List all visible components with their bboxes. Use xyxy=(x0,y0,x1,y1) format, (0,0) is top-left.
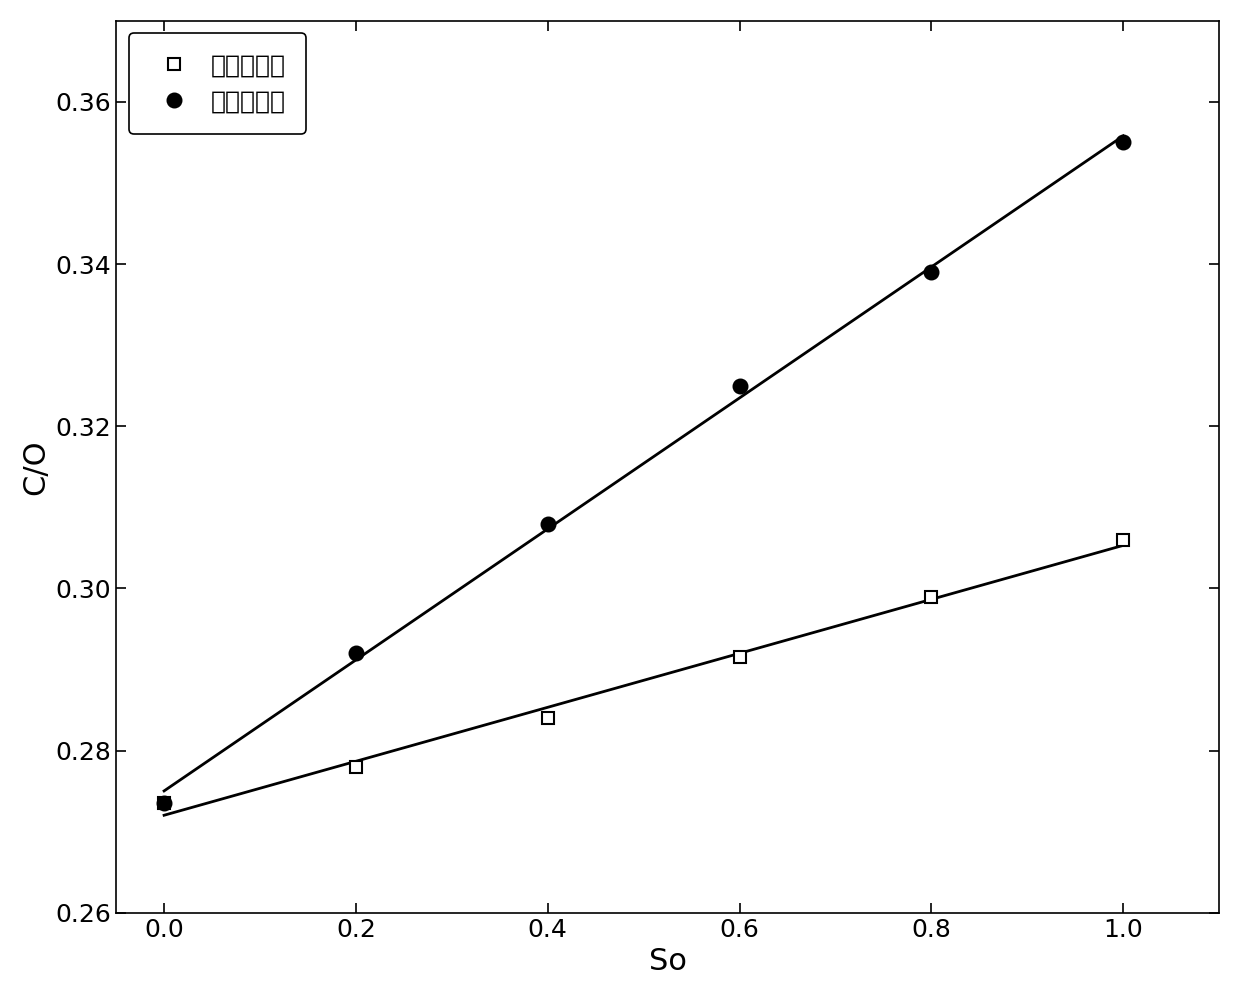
常规能窗法 xyxy=(924,590,939,602)
Line: 本发明方法: 本发明方法 xyxy=(157,136,1130,811)
Legend: 常规能窗法, 本发明方法: 常规能窗法, 本发明方法 xyxy=(129,33,306,134)
常规能窗法 xyxy=(541,712,556,724)
本发明方法 xyxy=(156,798,171,810)
本发明方法 xyxy=(541,517,556,529)
常规能窗法 xyxy=(348,761,363,773)
常规能窗法 xyxy=(1116,533,1131,545)
Line: 常规能窗法: 常规能窗法 xyxy=(157,533,1130,810)
本发明方法 xyxy=(732,380,746,392)
本发明方法 xyxy=(348,647,363,659)
常规能窗法 xyxy=(732,651,746,663)
X-axis label: So: So xyxy=(649,947,687,976)
Y-axis label: C/O: C/O xyxy=(21,439,50,495)
常规能窗法 xyxy=(156,798,171,810)
本发明方法 xyxy=(1116,137,1131,149)
本发明方法 xyxy=(924,266,939,278)
